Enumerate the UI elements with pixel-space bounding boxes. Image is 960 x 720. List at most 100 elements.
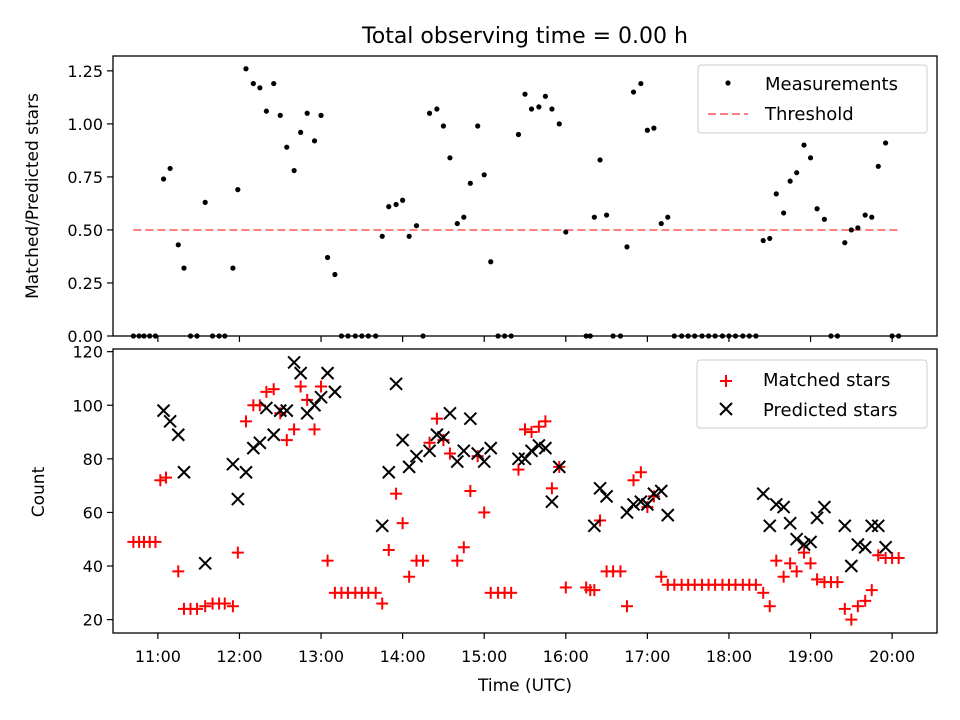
measurement-point bbox=[522, 91, 528, 97]
matched-star-point bbox=[512, 463, 525, 476]
bottom-legend-predicted-marker bbox=[719, 402, 733, 416]
measurement-point bbox=[549, 106, 555, 112]
predicted-star-point bbox=[640, 497, 655, 512]
predicted-star-point bbox=[878, 540, 893, 554]
matched-star-point bbox=[770, 554, 783, 567]
matched-star-point bbox=[798, 546, 811, 559]
measurement-point bbox=[767, 235, 773, 242]
predicted-star-point bbox=[511, 452, 526, 466]
matched-star-point bbox=[525, 426, 538, 439]
matched-star-point bbox=[315, 380, 328, 393]
matched-star-point bbox=[382, 543, 395, 556]
measurement-point bbox=[787, 178, 793, 184]
predicted-star-point bbox=[280, 403, 294, 418]
measurement-point bbox=[175, 242, 181, 248]
predicted-star-point bbox=[626, 497, 641, 512]
predicted-star-point bbox=[817, 500, 832, 514]
matched-star-point bbox=[634, 466, 647, 479]
bottom-x-tick-label: 19:00 bbox=[787, 647, 833, 666]
matched-star-point bbox=[172, 565, 185, 578]
matched-star-point bbox=[588, 584, 601, 597]
matched-star-point bbox=[443, 447, 456, 460]
matched-star-point bbox=[545, 482, 558, 495]
measurement-point bbox=[624, 244, 630, 250]
predicted-star-point bbox=[163, 414, 177, 429]
matched-star-point bbox=[226, 600, 239, 613]
matched-star-point bbox=[417, 554, 430, 567]
matched-star-point bbox=[865, 584, 878, 597]
predicted-star-point bbox=[477, 454, 491, 469]
predicted-star-point bbox=[198, 556, 212, 571]
matched-star-point bbox=[811, 573, 824, 586]
measurement-point bbox=[461, 214, 467, 220]
measurement-point bbox=[332, 271, 338, 278]
bottom-legend-frame bbox=[696, 359, 928, 429]
measurement-point bbox=[638, 80, 644, 87]
matched-star-point bbox=[191, 602, 204, 615]
predicted-star-point bbox=[328, 385, 342, 399]
matched-star-point bbox=[859, 594, 872, 607]
top-y-tick-label: 0.00 bbox=[67, 327, 103, 346]
measurement-point bbox=[515, 131, 522, 138]
predicted-star-point bbox=[293, 366, 308, 380]
matched-star-point bbox=[396, 517, 409, 530]
predicted-star-point bbox=[871, 519, 885, 533]
bottom-legend-predicted-label: Predicted stars bbox=[763, 400, 897, 421]
measurement-point bbox=[821, 216, 828, 222]
matched-star-point bbox=[804, 557, 817, 570]
predicted-star-point bbox=[231, 492, 245, 506]
measurement-point bbox=[603, 212, 610, 218]
matched-star-point bbox=[260, 385, 273, 398]
predicted-star-point bbox=[307, 398, 322, 412]
matched-star-point bbox=[505, 586, 518, 599]
bottom-y-tick-label: 120 bbox=[72, 343, 103, 362]
predicted-star-point bbox=[783, 516, 797, 530]
top-panel: 0.00 0.25 0.50 0.75 1.00 1.25 Matched/Predict… bbox=[23, 55, 938, 346]
measurement-point bbox=[556, 121, 562, 127]
matched-star-point bbox=[267, 383, 280, 396]
matched-star-point bbox=[457, 541, 470, 554]
measurement-point bbox=[406, 233, 412, 239]
predicted-star-point bbox=[436, 430, 451, 445]
predicted-star-point bbox=[259, 401, 274, 415]
measurement-point bbox=[250, 80, 256, 87]
predicted-star-point bbox=[422, 444, 437, 458]
predicted-star-point bbox=[851, 537, 865, 552]
measurement-point bbox=[658, 220, 664, 227]
bottom-x-tick-label: 14:00 bbox=[380, 647, 426, 666]
measurement-point bbox=[781, 210, 787, 216]
measurement-point bbox=[467, 180, 473, 186]
matched-star-point bbox=[160, 471, 173, 484]
measurement-point bbox=[536, 104, 542, 110]
matched-star-point bbox=[369, 586, 382, 599]
measurement-point bbox=[447, 155, 453, 161]
measurement-point bbox=[230, 265, 236, 271]
bottom-y-tick-label: 40 bbox=[83, 557, 103, 576]
measurement-point bbox=[773, 191, 779, 197]
measurement-point bbox=[597, 157, 603, 163]
bottom-x-tick-label: 17:00 bbox=[624, 647, 670, 666]
matched-star-point bbox=[231, 546, 244, 559]
top-y-tick-label: 0.75 bbox=[67, 168, 103, 187]
predicted-star-point bbox=[320, 366, 335, 380]
predicted-star-point bbox=[395, 433, 410, 447]
measurement-point bbox=[160, 176, 167, 182]
measurement-point bbox=[413, 223, 420, 229]
matched-star-point bbox=[301, 393, 314, 406]
predicted-star-point bbox=[177, 465, 191, 479]
matched-star-point bbox=[790, 565, 803, 578]
matched-star-point bbox=[154, 474, 167, 487]
measurement-point bbox=[883, 140, 889, 146]
matched-star-point bbox=[376, 597, 389, 610]
matched-star-point bbox=[838, 602, 851, 615]
bottom-y-tick-label: 60 bbox=[83, 503, 103, 522]
predicted-star-point bbox=[389, 377, 403, 391]
predicted-star-point bbox=[810, 511, 824, 525]
matched-star-point bbox=[532, 420, 545, 433]
matched-star-point bbox=[872, 549, 885, 562]
bottom-panel-x-axis-label: Time (UTC) bbox=[477, 676, 572, 696]
top-legend-threshold-label: Threshold bbox=[764, 104, 854, 125]
matched-star-point bbox=[559, 581, 572, 594]
top-panel-frame bbox=[112, 55, 938, 337]
